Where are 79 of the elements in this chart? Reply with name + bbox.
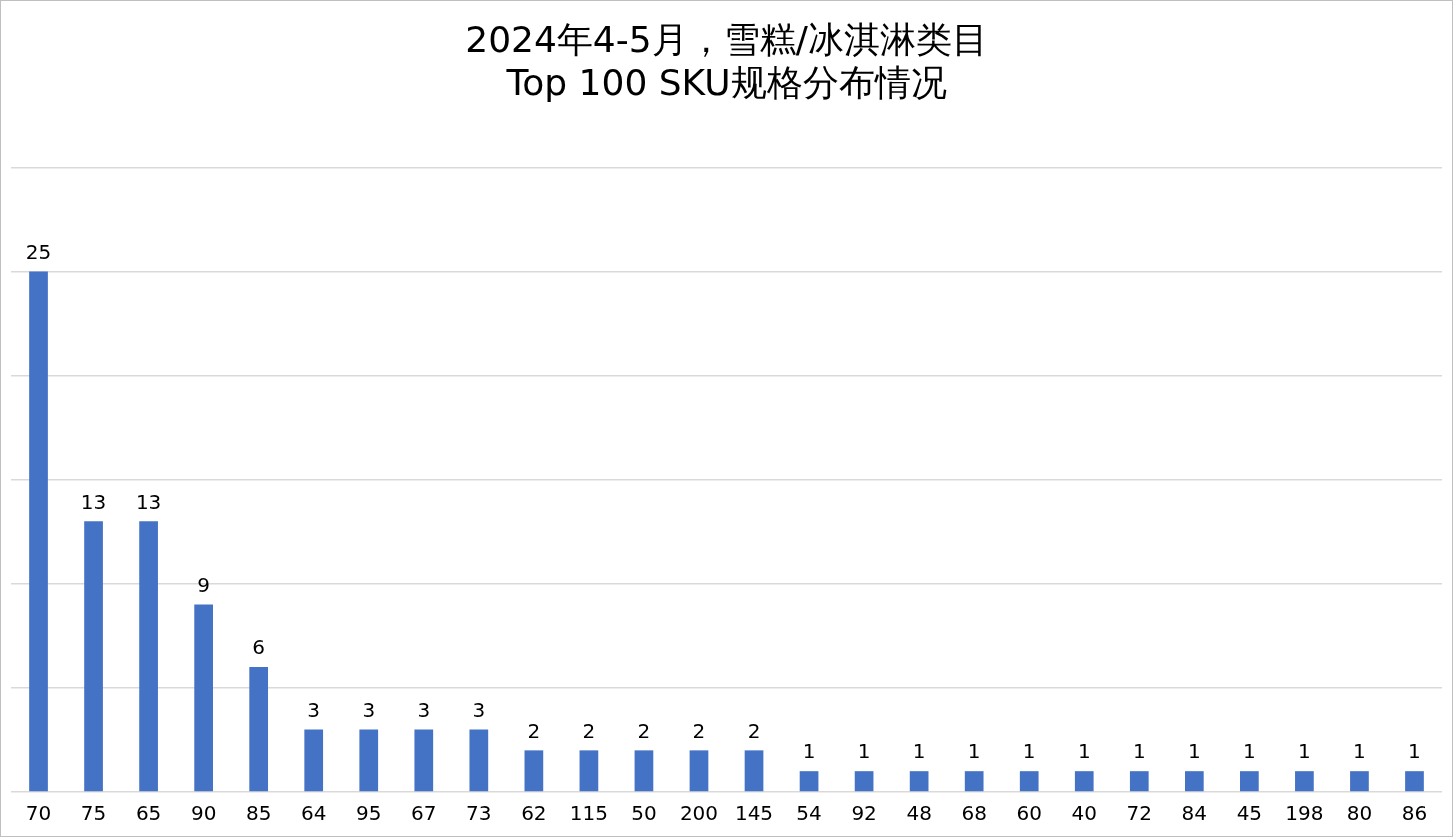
bar: [29, 271, 48, 792]
x-tick-label: 48: [906, 801, 932, 826]
bar: [964, 771, 984, 792]
data-label: 1: [912, 739, 926, 764]
x-tick-label: 73: [466, 801, 492, 826]
data-label: 1: [1243, 739, 1256, 764]
x-tick-label: 50: [631, 801, 657, 826]
bar: [1295, 771, 1314, 792]
bar: [139, 521, 158, 792]
bar: [1184, 771, 1204, 792]
data-label: 2: [582, 718, 596, 743]
data-label: 3: [472, 697, 486, 722]
x-tick-label: 64: [300, 801, 327, 826]
data-label: 2: [637, 718, 651, 743]
bar: [469, 729, 489, 792]
bar: [1350, 771, 1369, 792]
data-label: 2: [527, 718, 541, 743]
x-tick-label: 40: [1071, 801, 1097, 826]
data-label: 13: [80, 489, 107, 514]
bar: [1240, 771, 1259, 792]
bar: [634, 750, 654, 792]
bar: [414, 729, 434, 792]
x-tick-label: 80: [1346, 801, 1373, 826]
data-label: 1: [967, 739, 981, 764]
x-tick-label: 84: [1181, 801, 1208, 826]
x-tick-label: 200: [679, 801, 719, 826]
data-label: 3: [362, 697, 376, 722]
x-tick-label: 95: [356, 801, 382, 826]
x-tick-label: 75: [80, 801, 107, 826]
bar: [579, 750, 599, 792]
bar: [1405, 771, 1424, 792]
x-tick-label: 115: [569, 801, 608, 826]
data-label: 13: [135, 489, 162, 514]
bar: [799, 771, 819, 792]
data-label: 2: [692, 718, 706, 743]
data-label: 2: [747, 718, 761, 743]
bar: [1074, 771, 1094, 792]
bar: [304, 729, 324, 792]
bar: [84, 521, 103, 792]
bar: [909, 771, 929, 792]
bar: [744, 750, 764, 792]
bar: [359, 729, 379, 792]
bar: [524, 750, 544, 792]
bar: [194, 604, 213, 792]
data-label: 3: [417, 697, 431, 722]
bar: [1129, 771, 1149, 792]
data-label: 1: [802, 739, 816, 764]
data-label: 1: [1408, 739, 1421, 764]
bar: [1019, 771, 1039, 792]
x-tick-label: 62: [521, 801, 547, 826]
x-tick-label: 60: [1016, 801, 1042, 826]
data-label: 1: [857, 739, 871, 764]
data-label: 1: [1187, 739, 1201, 764]
x-tick-label: 65: [135, 801, 162, 826]
data-label: 25: [25, 239, 52, 264]
bar: [689, 750, 709, 792]
x-tick-label: 54: [796, 801, 822, 826]
data-label: 1: [1298, 739, 1311, 764]
x-tick-label: 145: [734, 801, 774, 826]
data-label: 6: [252, 635, 266, 660]
x-tick-label: 86: [1401, 801, 1428, 826]
data-label: 1: [1353, 739, 1366, 764]
data-label: 1: [1132, 739, 1146, 764]
x-tick-label: 45: [1236, 801, 1263, 826]
data-label: 1: [1022, 739, 1036, 764]
data-label: 1: [1077, 739, 1091, 764]
bar: [854, 771, 874, 792]
chart-title: 2024年4-5月，雪糕/冰淇淋类目 Top 100 SKU规格分布情况: [465, 18, 988, 104]
x-tick-label: 198: [1285, 801, 1324, 826]
x-tick-label: 67: [411, 801, 437, 826]
data-label: 3: [307, 697, 321, 722]
x-tick-label: 92: [851, 801, 877, 826]
x-tick-label: 70: [25, 801, 52, 826]
bar: [249, 667, 269, 792]
x-tick-label: 85: [245, 801, 272, 826]
x-tick-label: 90: [190, 801, 217, 826]
x-tick-label: 72: [1126, 801, 1153, 826]
x-tick-label: 68: [961, 801, 987, 826]
data-label: 9: [197, 572, 210, 597]
